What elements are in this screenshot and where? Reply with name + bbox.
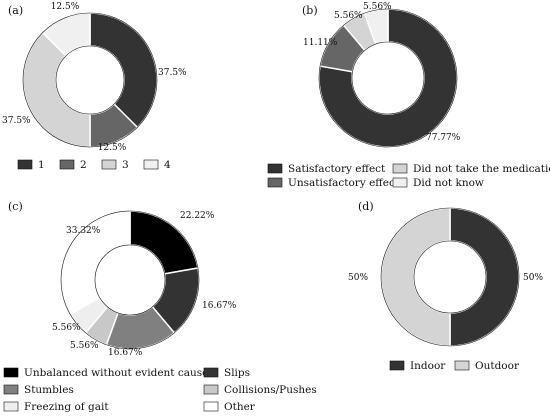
data-label: 12.5% — [51, 2, 80, 12]
data-label: 22.22% — [180, 211, 215, 221]
legend-swatch — [3, 384, 19, 395]
legend-swatch — [59, 159, 75, 170]
legend-label: Indoor — [410, 360, 446, 372]
donut-outline — [318, 8, 458, 148]
data-label: 5.56% — [52, 323, 81, 333]
legend-swatch — [203, 367, 219, 378]
donut-outline — [22, 12, 158, 148]
donut-chart-0: (a) 37.5% 12.5% 37.5% 12.5% 1 2 3 4 — [2, 2, 187, 171]
legend-swatch — [143, 159, 159, 170]
legend-label: 1 — [38, 159, 45, 171]
donut-hole — [94, 244, 166, 316]
legend-label: 4 — [164, 159, 171, 171]
data-label: 77.77% — [426, 133, 461, 143]
legend-label: Other — [224, 401, 256, 413]
legend-swatch — [17, 159, 33, 170]
panel-label: (a) — [8, 4, 23, 17]
legend-label: Did not know — [413, 177, 484, 189]
donut-outline — [60, 210, 200, 350]
legend-label: 3 — [122, 159, 129, 171]
legend-label: Satisfactory effect — [288, 163, 386, 175]
legend-swatch — [267, 177, 283, 188]
legend-label: Freezing of gait — [24, 401, 109, 413]
data-label: 50% — [348, 273, 368, 283]
donut-hole — [351, 41, 425, 115]
data-label: 12.5% — [98, 143, 127, 153]
legend-swatch — [101, 159, 117, 170]
data-label: 37.5% — [158, 68, 187, 78]
donut-chart-1: (b) 77.77% 11.11% 5.56%5.56% Satisfactory ef… — [267, 2, 550, 189]
data-label: 5.56% — [334, 11, 363, 21]
data-label: 11.11% — [303, 38, 338, 48]
legend-label: Unbalanced without evident cause — [24, 367, 208, 379]
donut-hole — [55, 45, 125, 115]
panel-label: (b) — [302, 4, 318, 17]
legend-swatch — [454, 360, 470, 371]
data-label: 5.56% — [70, 341, 99, 351]
legend-label: Collisions/Pushes — [224, 384, 317, 396]
legend-label: Did not take the medication — [413, 163, 550, 175]
legend-swatch — [203, 384, 219, 395]
legend-swatch — [392, 177, 408, 188]
donut-chart-3: (d) 50% 50% Indoor Outdoor — [348, 200, 543, 372]
legend-swatch — [267, 163, 283, 174]
legend-swatch — [392, 163, 408, 174]
legend-label: Unsatisfactory effect — [288, 177, 400, 189]
legend-swatch — [3, 401, 19, 412]
data-label: 16.67% — [202, 301, 237, 311]
legend-swatch — [389, 360, 405, 371]
donut-hole — [413, 240, 487, 314]
legend-swatch — [203, 401, 219, 412]
legend-label: 2 — [80, 159, 87, 171]
legend-swatch — [3, 367, 19, 378]
data-label: 37.5% — [2, 116, 31, 126]
panel-label: (d) — [358, 200, 374, 213]
legend-label: Slips — [224, 367, 250, 379]
data-label: 5.56% — [363, 2, 392, 12]
legend-label: Outdoor — [475, 360, 520, 372]
panel-label: (c) — [8, 200, 23, 213]
data-label: 16.67% — [108, 348, 143, 358]
data-label: 33.32% — [66, 226, 101, 236]
legend-label: Stumbles — [24, 384, 74, 396]
donut-chart-2: (c) 22.22% 16.67% 16.67% 5.56% 5.56% 33.32% Unb… — [3, 200, 317, 413]
donut-outline — [380, 207, 520, 347]
data-label: 50% — [523, 273, 543, 283]
